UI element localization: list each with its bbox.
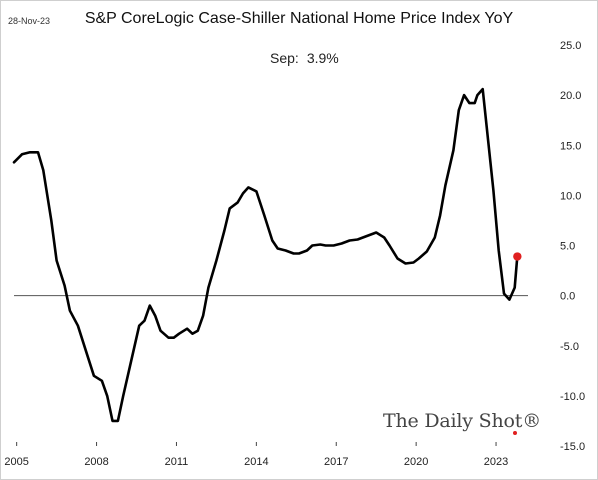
- y-tick-label: 25.0: [560, 40, 581, 52]
- chart-title: S&P CoreLogic Case-Shiller National Home…: [84, 10, 514, 27]
- latest-value-annotation: Sep: 3.9%: [270, 50, 339, 66]
- y-tick-label: 10.0: [560, 190, 581, 202]
- brand-logo: The Daily Shot®: [383, 410, 542, 432]
- y-tick-label: 15.0: [560, 140, 581, 152]
- y-tick-label: 0.0: [560, 291, 575, 303]
- annotation-label: Sep:: [270, 50, 299, 66]
- x-tick-label: 2023: [484, 456, 508, 468]
- y-tick-label: 20.0: [560, 90, 581, 102]
- brand-logo-dot: [513, 431, 517, 435]
- x-tick-label: 2005: [4, 456, 28, 468]
- x-tick-label: 2011: [165, 456, 189, 468]
- y-tick-label: -5.0: [560, 341, 579, 353]
- y-tick-label: 5.0: [560, 241, 575, 253]
- x-tick-label: 2020: [404, 456, 428, 468]
- annotation-value: 3.9%: [306, 50, 339, 66]
- latest-point-marker: [513, 252, 522, 261]
- x-tick-label: 2008: [84, 456, 108, 468]
- x-tick-label: 2014: [244, 456, 268, 468]
- y-tick-label: -15.0: [560, 441, 585, 453]
- series-line: [12, 87, 519, 423]
- chart-date: 28-Nov-23: [8, 16, 51, 26]
- x-tick-label: 2017: [324, 456, 348, 468]
- y-tick-label: -10.0: [560, 391, 585, 403]
